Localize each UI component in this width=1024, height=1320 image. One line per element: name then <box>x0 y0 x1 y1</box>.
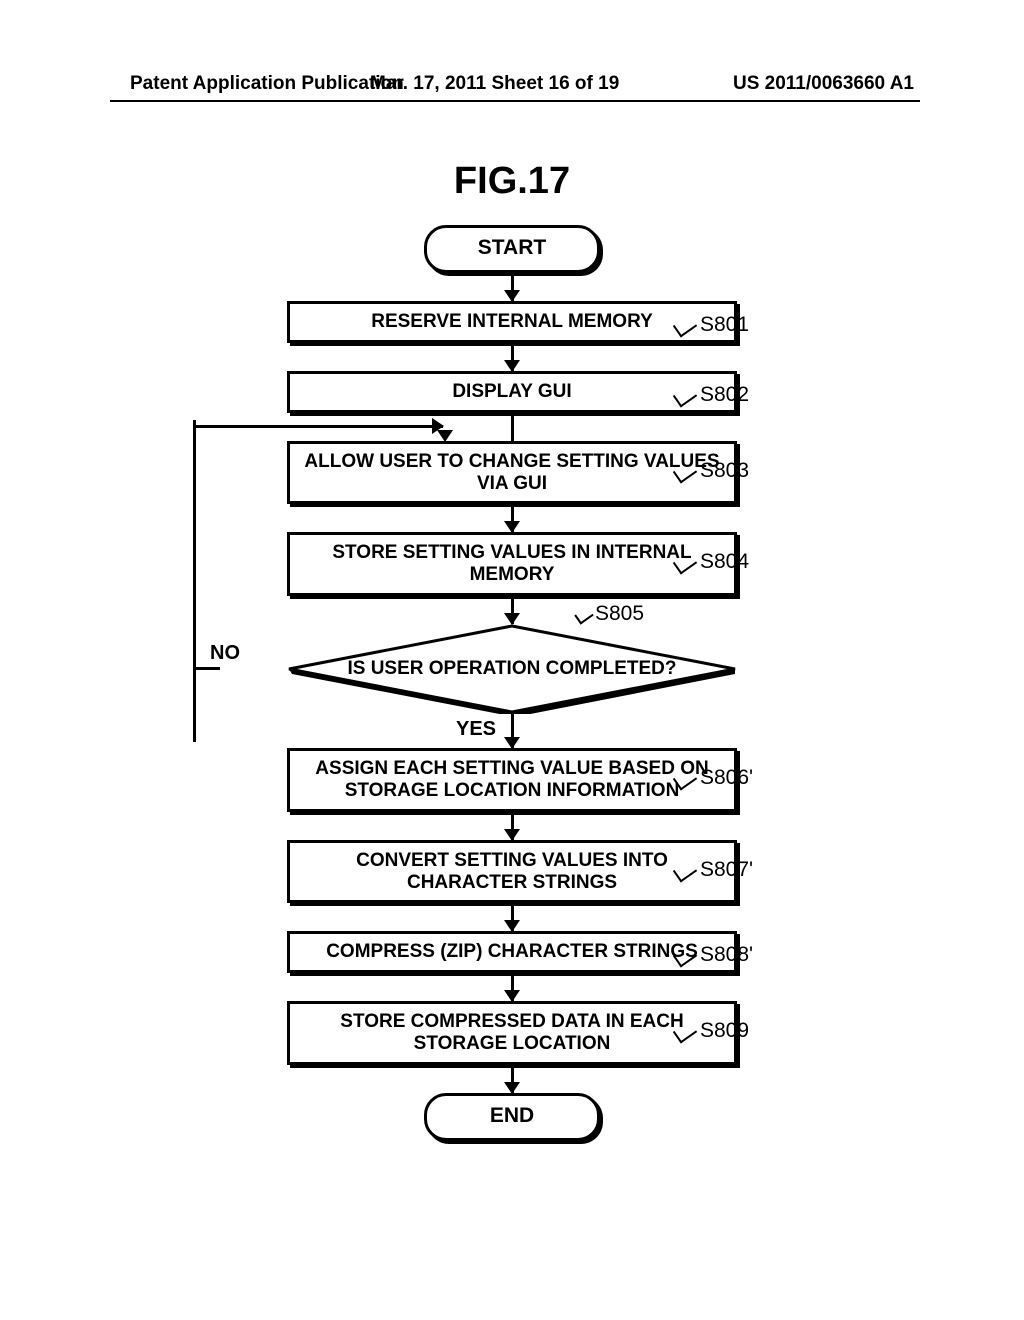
step-label-s809: S809 <box>700 1019 749 1043</box>
header-publication: Patent Application Publication <box>130 73 404 95</box>
decision-text: IS USER OPERATION COMPLETED? <box>287 624 737 714</box>
branch-no-label: NO <box>210 642 240 665</box>
loopback-top-line <box>195 425 443 428</box>
arrow-icon <box>511 1065 514 1093</box>
process-reserve-memory: RESERVE INTERNAL MEMORY <box>287 301 737 343</box>
process-display-gui: DISPLAY GUI <box>287 371 737 413</box>
loopback-left-h <box>195 667 220 670</box>
step-label-s801: S801 <box>700 313 749 337</box>
process-store-compressed: STORE COMPRESSED DATA IN EACH STORAGE LO… <box>287 1001 737 1065</box>
process-convert-strings: CONVERT SETTING VALUES INTO CHARACTER ST… <box>287 840 737 904</box>
label-tick-icon <box>574 606 593 624</box>
step-label-s803: S803 <box>700 459 749 483</box>
page-header: Patent Application Publication Mar. 17, … <box>0 73 1024 95</box>
branch-yes-label: YES <box>456 718 496 741</box>
arrow-icon <box>511 903 514 931</box>
header-date-sheet: Mar. 17, 2011 Sheet 16 of 19 <box>370 73 619 95</box>
step-label-s804: S804 <box>700 550 749 574</box>
header-patent-number: US 2011/0063660 A1 <box>733 73 914 95</box>
connector-line <box>511 413 514 441</box>
step-label-s806: S806' <box>700 766 753 790</box>
arrow-icon <box>511 714 514 748</box>
arrow-icon <box>511 973 514 1001</box>
arrow-icon <box>511 273 514 301</box>
arrow-icon <box>511 812 514 840</box>
process-change-settings: ALLOW USER TO CHANGE SETTING VALUES VIA … <box>287 441 737 505</box>
process-assign-setting: ASSIGN EACH SETTING VALUE BASED ON STORA… <box>287 748 737 812</box>
step-label-s802: S802 <box>700 383 749 407</box>
arrow-icon <box>511 596 514 624</box>
step-label-s808: S808' <box>700 943 753 967</box>
loopback-vertical <box>193 420 196 742</box>
figure-title: FIG.17 <box>0 160 1024 203</box>
step-label-s805: S805 <box>595 602 644 626</box>
start-terminator: START <box>424 225 600 273</box>
end-terminator: END <box>424 1093 600 1141</box>
header-divider <box>110 100 920 102</box>
arrow-icon <box>511 343 514 371</box>
process-store-settings: STORE SETTING VALUES IN INTERNAL MEMORY <box>287 532 737 596</box>
process-compress: COMPRESS (ZIP) CHARACTER STRINGS <box>287 931 737 973</box>
decision-user-complete: IS USER OPERATION COMPLETED? <box>287 624 737 714</box>
flowchart: START RESERVE INTERNAL MEMORY S801 DISPL… <box>0 225 1024 1141</box>
patent-page: Patent Application Publication Mar. 17, … <box>0 0 1024 1320</box>
step-label-s807: S807' <box>700 858 753 882</box>
arrow-icon <box>511 504 514 532</box>
